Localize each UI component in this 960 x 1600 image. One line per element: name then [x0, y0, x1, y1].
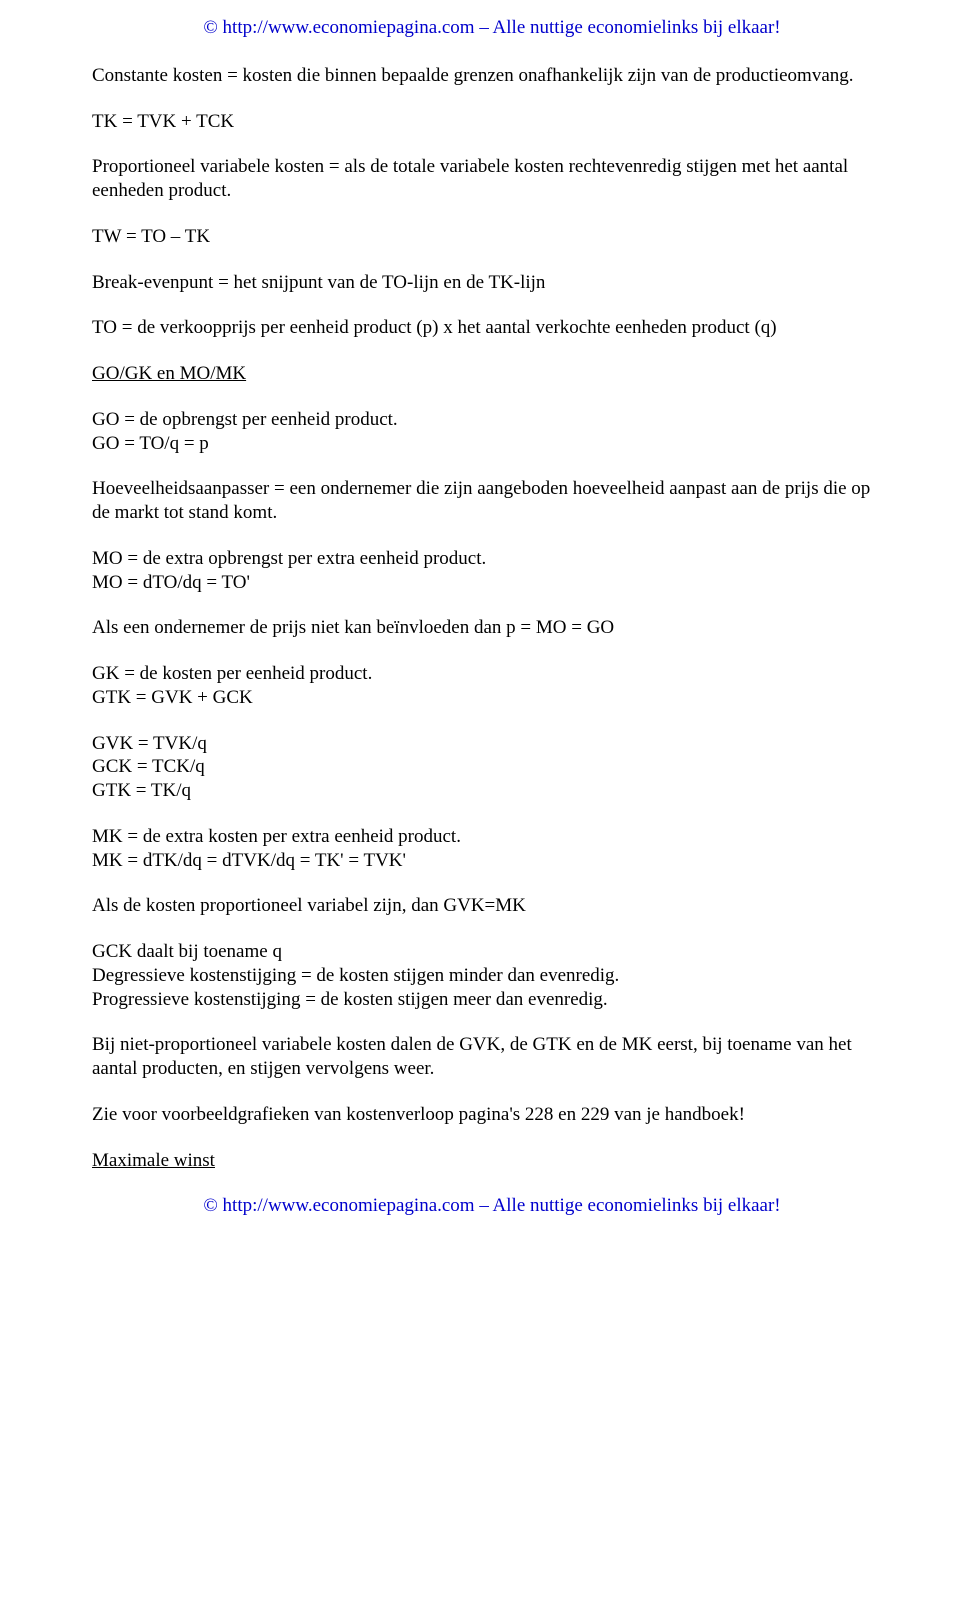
para-tk-formula: TK = TVK + TCK [92, 110, 892, 134]
line-gvk: GVK = TVK/q [92, 733, 207, 754]
para-break-even: Break-evenpunt = het snijpunt van de TO-… [92, 271, 892, 295]
line-gk-def: GK = de kosten per eenheid product. [92, 663, 372, 684]
footer-link[interactable]: © http://www.economiepagina.com – Alle n… [92, 1194, 892, 1218]
para-gvk-mk: Als de kosten proportioneel variabel zij… [92, 894, 892, 918]
line-progressief: Progressieve kostenstijging = de kosten … [92, 989, 608, 1010]
para-gk-def: GK = de kosten per eenheid product. GTK … [92, 662, 892, 710]
heading-maximale-winst: Maximale winst [92, 1149, 892, 1173]
para-zie-voorbeeld: Zie voor voorbeeldgrafieken van kostenve… [92, 1103, 892, 1127]
line-go-def: GO = de opbrengst per eenheid product. [92, 409, 398, 430]
para-gvk-gck-gtk: GVK = TVK/q GCK = TCK/q GTK = TK/q [92, 732, 892, 803]
document-body: Constante kosten = kosten die binnen bep… [92, 64, 892, 1173]
para-tw-formula: TW = TO – TK [92, 225, 892, 249]
para-gck-degressief: GCK daalt bij toename q Degressieve kost… [92, 940, 892, 1011]
header-link[interactable]: © http://www.economiepagina.com – Alle n… [92, 16, 892, 40]
para-hoeveelheidsaanpasser: Hoeveelheidsaanpasser = een ondernemer d… [92, 477, 892, 525]
heading-go-gk: GO/GK en MO/MK [92, 362, 892, 386]
line-gck: GCK = TCK/q [92, 756, 205, 777]
para-niet-proportioneel: Bij niet-proportioneel variabele kosten … [92, 1033, 892, 1081]
line-go-formula: GO = TO/q = p [92, 433, 209, 454]
line-gck-daalt: GCK daalt bij toename q [92, 941, 282, 962]
para-go-def: GO = de opbrengst per eenheid product. G… [92, 408, 892, 456]
line-degressief: Degressieve kostenstijging = de kosten s… [92, 965, 619, 986]
line-mk-formula: MK = dTK/dq = dTVK/dq = TK' = TVK' [92, 850, 406, 871]
para-mk-def: MK = de extra kosten per extra eenheid p… [92, 825, 892, 873]
line-gtk-formula: GTK = GVK + GCK [92, 687, 253, 708]
line-mk-def: MK = de extra kosten per extra eenheid p… [92, 826, 461, 847]
line-mo-formula: MO = dTO/dq = TO' [92, 572, 250, 593]
para-constante-kosten: Constante kosten = kosten die binnen bep… [92, 64, 892, 88]
para-p-mo-go: Als een ondernemer de prijs niet kan beï… [92, 616, 892, 640]
para-mo-def: MO = de extra opbrengst per extra eenhei… [92, 547, 892, 595]
line-gtk: GTK = TK/q [92, 780, 191, 801]
para-proportioneel: Proportioneel variabele kosten = als de … [92, 155, 892, 203]
line-mo-def: MO = de extra opbrengst per extra eenhei… [92, 548, 486, 569]
para-to-formula: TO = de verkoopprijs per eenheid product… [92, 316, 892, 340]
